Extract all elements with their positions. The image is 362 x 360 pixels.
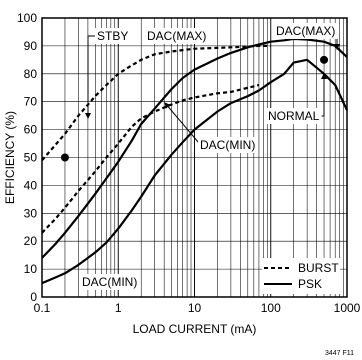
legend-label-burst: BURST [298, 261, 339, 275]
annotation-dac-max-right: DAC(MAX) [276, 24, 335, 38]
figure-id: 3447 F11 [325, 350, 354, 357]
y-tick-label: 90 [24, 39, 38, 53]
annotation-dac-max-left: DAC(MAX) [147, 29, 206, 43]
x-tick-label: 1000 [334, 301, 361, 315]
stby-leader [85, 35, 95, 119]
annotation-dac-max-right-bg [274, 23, 338, 39]
legend-label-psk: PSK [298, 277, 322, 291]
y-tick-label: 0 [30, 290, 37, 304]
legend: BURST PSK [262, 258, 340, 294]
marker-point [320, 55, 329, 64]
annotation-dac-min-mid-bg [198, 137, 258, 153]
y-tick-label: 80 [24, 67, 38, 81]
y-tick-label: 30 [24, 206, 38, 220]
dac-min-mid-leader [164, 102, 200, 144]
marker-point [60, 153, 69, 162]
annotation-dac-min-bottom: DAC(MIN) [82, 275, 137, 289]
x-tick-label: 100 [261, 301, 281, 315]
x-tick-label: 0.1 [34, 301, 51, 315]
plot-frame [41, 17, 348, 298]
tick-labels: 0.1 1 10 100 1000 0 10 20 30 40 50 60 70 80 90 100 [17, 11, 361, 315]
annotation-normal: NORMAL [268, 109, 320, 123]
y-axis-title: EFFICIENCY (%) [3, 111, 17, 204]
annotation-dac-min-mid: DAC(MIN) [200, 138, 255, 152]
annotation-stby-bg [95, 28, 131, 44]
x-axis-title: LOAD CURRENT (mA) [133, 322, 257, 336]
annotation-normal-bg [266, 108, 322, 124]
series-line-1 [41, 44, 271, 162]
x-tick-label: 10 [188, 301, 202, 315]
y-tick-label: 100 [17, 11, 37, 25]
annotation-dac-max-left-bg [145, 28, 209, 44]
y-tick-label: 60 [24, 123, 38, 137]
y-tick-label: 20 [24, 234, 38, 248]
y-tick-label: 70 [24, 95, 38, 109]
annotation-leaders [85, 35, 340, 144]
annotation-stby: STBY [97, 29, 128, 43]
legend-background [262, 258, 340, 294]
series-line-4 [41, 58, 348, 285]
x-tick-label: 1 [115, 301, 122, 315]
annotation-dac-min-bottom-bg [80, 274, 140, 290]
y-tick-label: 10 [24, 262, 38, 276]
y-tick-label: 50 [24, 151, 38, 165]
marker-points [60, 55, 329, 162]
y-tick-label: 40 [24, 178, 38, 192]
